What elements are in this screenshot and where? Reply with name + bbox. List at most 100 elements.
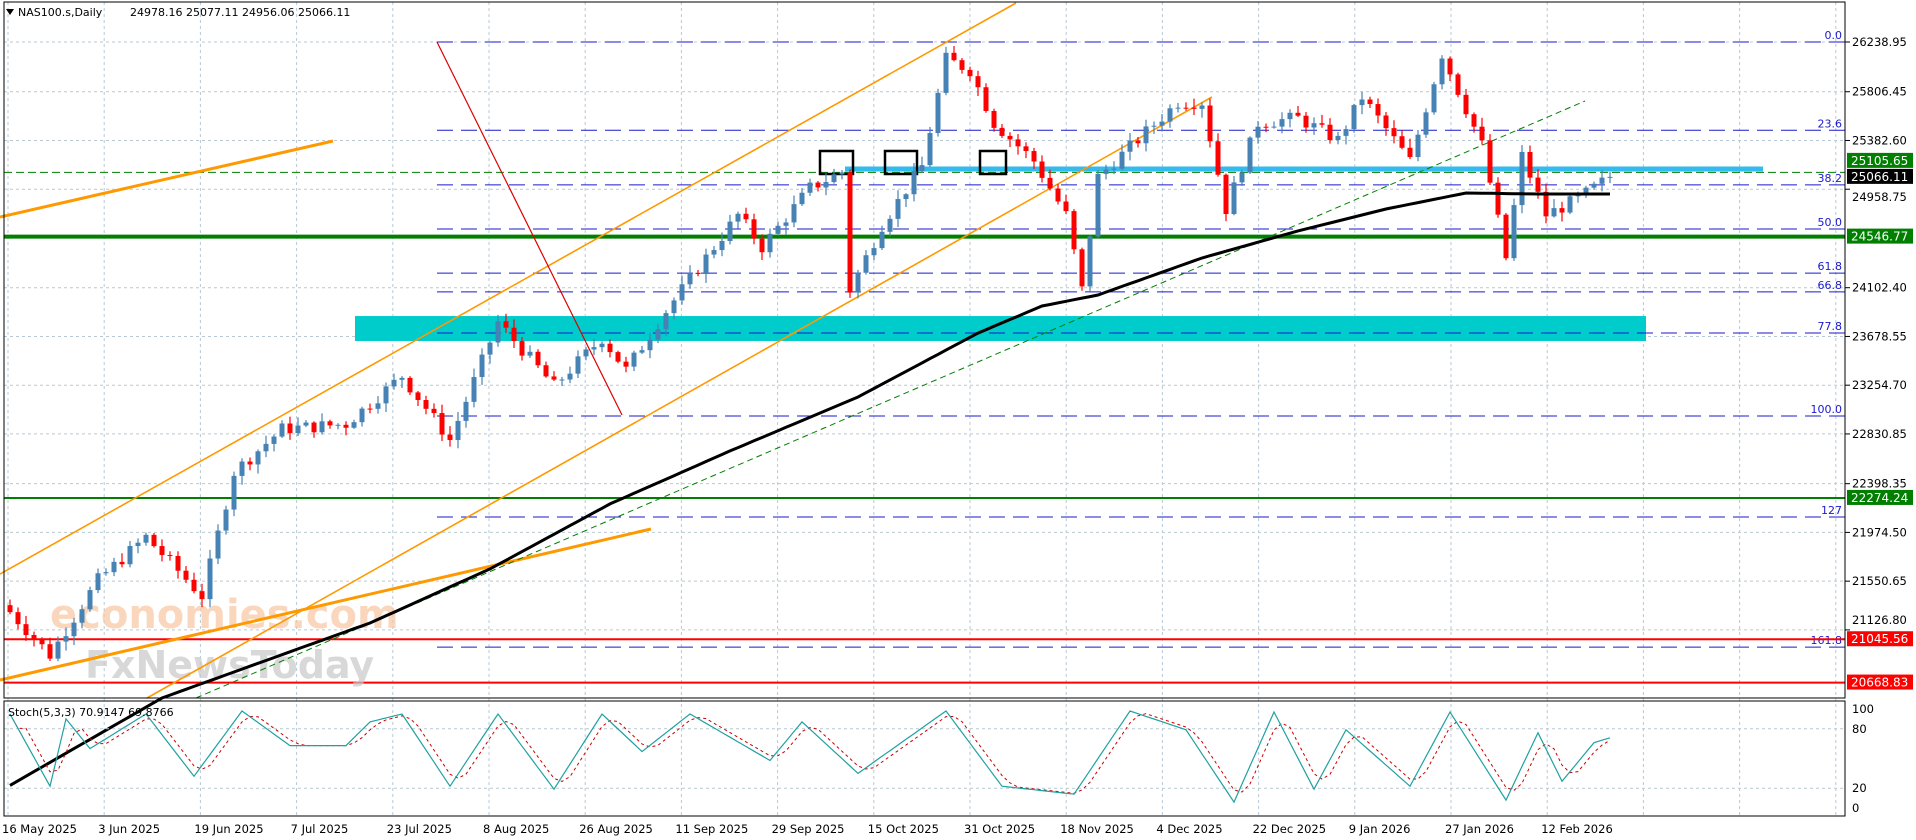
candle-bear: [759, 238, 765, 253]
candle-bull: [495, 321, 501, 343]
candle-bull: [863, 255, 869, 273]
candle-bear: [23, 624, 29, 636]
candle-bull: [1247, 137, 1253, 173]
candle-bear: [39, 639, 45, 645]
candle-bull: [1591, 183, 1597, 188]
candle-bear: [743, 213, 749, 220]
candle-bear: [1455, 74, 1461, 95]
channel-upper-line[interactable]: [0, 2, 1017, 575]
marker-box: [818, 149, 855, 176]
candle-bull: [719, 240, 725, 251]
candle-bull: [663, 313, 669, 330]
x-tick-label: 9 Jan 2026: [1349, 822, 1411, 836]
candle-bull: [71, 622, 77, 637]
candle-bull: [591, 347, 597, 350]
candle-bull: [279, 423, 285, 437]
candle-bull: [87, 590, 93, 610]
price-tags: 25066.11 25105.65 24546.77 22274.24 21045.56…: [1847, 152, 1913, 690]
grid: [4, 2, 1845, 816]
candle-bull: [823, 182, 829, 188]
x-tick-label: 15 Oct 2025: [868, 822, 939, 836]
horizontal-levels[interactable]: [4, 171, 1845, 684]
candle-bear: [1007, 135, 1013, 140]
fib-level-label: 161.8: [1811, 634, 1843, 647]
candle-bull: [471, 377, 477, 402]
level-price-label: 22274.24: [1851, 491, 1908, 505]
candle-bull: [1343, 129, 1349, 136]
stoch-d-line: [9, 713, 1611, 794]
marker-box: [978, 149, 1008, 176]
fib-level-label: 77.8: [1818, 320, 1843, 333]
candle-bull: [375, 403, 381, 409]
candle-bull: [383, 386, 389, 404]
x-tick-label: 26 Aug 2025: [579, 822, 653, 836]
candle-bull: [807, 182, 813, 193]
main-panel-border: [3, 1, 1846, 699]
candle-bull: [215, 530, 221, 559]
candle-bull: [791, 204, 797, 223]
candle-bull: [775, 225, 781, 234]
candle-bull: [1199, 105, 1205, 109]
candle-bull: [639, 350, 645, 353]
candle-bear: [431, 408, 437, 414]
candle-bear: [1503, 214, 1509, 259]
candle-bear: [447, 434, 453, 441]
candle-bull: [927, 133, 933, 166]
fib-level-label: 0.0: [1825, 29, 1843, 42]
stochastic-panel[interactable]: 100 80 20 0 Stoch(5,3,3) 70.9147 69.8766: [4, 702, 1874, 815]
candle-bear: [7, 605, 13, 613]
candle-bear: [535, 351, 541, 366]
candle-bull: [1359, 99, 1365, 106]
candle-bull: [735, 213, 741, 222]
candle-bear: [31, 635, 37, 640]
candle-bear: [343, 424, 349, 428]
candle-bear: [151, 534, 157, 547]
collapse-triangle-icon[interactable]: [6, 9, 14, 15]
candle-bear: [199, 591, 205, 600]
candle-bear: [951, 52, 957, 61]
candle-bull: [655, 329, 661, 340]
channel-lower-line[interactable]: [146, 96, 1213, 699]
candle-bear: [503, 321, 509, 328]
candle-bull: [463, 401, 469, 421]
candle-bull: [351, 422, 357, 428]
trendline-upper-left[interactable]: [0, 139, 334, 219]
candle-bull: [1583, 187, 1589, 196]
candle-bear: [607, 343, 613, 353]
candle-bear: [1319, 123, 1325, 125]
trendline-lower-left[interactable]: [0, 527, 652, 682]
candle-bear: [543, 365, 549, 377]
candle-bear: [1015, 139, 1021, 147]
candle-bear: [1527, 151, 1533, 178]
fib-anchor-line[interactable]: [436, 41, 623, 416]
candle-bull: [1335, 135, 1341, 141]
candle-bear: [1055, 188, 1061, 202]
candle-bull: [1103, 169, 1109, 174]
candle-bull: [303, 422, 309, 426]
candle-bull: [79, 609, 85, 623]
chart-header-ohlc: 24978.16 25077.11 24956.06 25066.11: [130, 6, 350, 19]
candle-bull: [1271, 126, 1277, 128]
moving-average-line: [9, 191, 1610, 787]
candle-bear: [847, 172, 853, 293]
candle-bull: [559, 379, 565, 381]
x-tick-label: 4 Dec 2025: [1156, 822, 1222, 836]
candle-bear: [1071, 211, 1077, 250]
fib-level-label: 23.6: [1818, 117, 1843, 130]
candle-bear: [1543, 191, 1549, 217]
candle-bull: [831, 174, 837, 183]
x-tick-label: 27 Jan 2026: [1445, 822, 1514, 836]
candle-bull: [103, 572, 109, 574]
candle-bull: [631, 352, 637, 367]
candles: [7, 45, 1613, 662]
candle-bear: [1383, 115, 1389, 129]
candle-bull: [271, 436, 277, 444]
x-tick-label: 8 Aug 2025: [483, 822, 549, 836]
candle-bear: [191, 579, 197, 592]
candle-bull: [567, 373, 573, 380]
y-tick-label: 23678.55: [1852, 329, 1907, 343]
level-price-label: 24546.77: [1851, 230, 1908, 244]
fibonacci-retracement[interactable]: 0.0 23.6 38.2 50.0 61.8 66.8 77.8 100.0 127 161.8: [437, 29, 1845, 648]
